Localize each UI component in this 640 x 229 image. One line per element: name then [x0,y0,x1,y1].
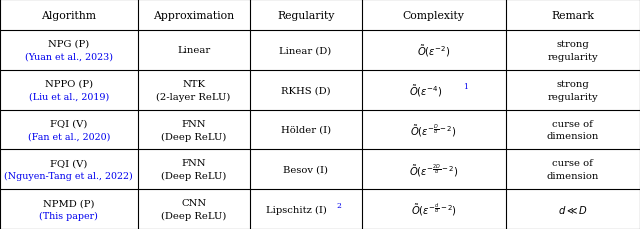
Text: FQI (V): FQI (V) [50,119,88,128]
Text: Regularity: Regularity [277,11,334,20]
Text: (Nguyen-Tang et al., 2022): (Nguyen-Tang et al., 2022) [4,172,133,180]
Text: NPG (P): NPG (P) [48,40,90,49]
Text: FNN: FNN [181,119,206,128]
Text: Approximation: Approximation [153,11,234,20]
Text: $d \ll D$: $d \ll D$ [558,203,588,215]
Text: (Deep ReLU): (Deep ReLU) [161,172,227,180]
Text: curse of: curse of [552,119,593,128]
Text: 1: 1 [463,82,468,90]
Text: $\tilde{O}(\epsilon^{-\frac{2D}{\alpha}-2})$: $\tilde{O}(\epsilon^{-\frac{2D}{\alpha}-… [409,161,458,178]
Text: (2-layer ReLU): (2-layer ReLU) [156,92,231,101]
Text: FNN: FNN [181,159,206,168]
Text: (Liu et al., 2019): (Liu et al., 2019) [29,92,109,101]
Text: FQI (V): FQI (V) [50,159,88,168]
Text: Algorithm: Algorithm [42,11,96,20]
Text: Remark: Remark [551,11,595,20]
Text: Complexity: Complexity [403,11,465,20]
Text: (This paper): (This paper) [40,211,98,220]
Text: 2: 2 [337,201,341,209]
Text: (Yuan et al., 2023): (Yuan et al., 2023) [25,53,113,62]
Text: $\tilde{O}(\epsilon^{-\frac{d}{\alpha}-2})$: $\tilde{O}(\epsilon^{-\frac{d}{\alpha}-2… [411,201,456,218]
Text: strong: strong [556,40,589,49]
Text: dimension: dimension [547,132,599,141]
Text: $\tilde{O}(\epsilon^{-\frac{D}{\alpha}-2})$: $\tilde{O}(\epsilon^{-\frac{D}{\alpha}-2… [410,122,457,138]
Text: Besov (I): Besov (I) [283,165,328,174]
Text: regularity: regularity [547,53,598,62]
Text: dimension: dimension [547,172,599,180]
Text: curse of: curse of [552,159,593,168]
Text: (Deep ReLU): (Deep ReLU) [161,211,227,220]
Text: strong: strong [556,79,589,88]
Text: Hölder (I): Hölder (I) [280,125,331,134]
Text: NPMD (P): NPMD (P) [43,198,95,207]
Text: NPPO (P): NPPO (P) [45,79,93,88]
Text: Lipschitz (I): Lipschitz (I) [266,205,326,214]
Text: regularity: regularity [547,92,598,101]
Text: CNN: CNN [181,198,206,207]
Text: $\tilde{O}(\epsilon^{-4})$: $\tilde{O}(\epsilon^{-4})$ [409,82,443,98]
Text: (Deep ReLU): (Deep ReLU) [161,132,227,141]
Text: RKHS (D): RKHS (D) [281,86,330,95]
Text: Linear (D): Linear (D) [280,46,332,55]
Text: NTK: NTK [182,79,205,88]
Text: Linear: Linear [177,46,210,55]
Text: (Fan et al., 2020): (Fan et al., 2020) [28,132,110,141]
Text: $\tilde{O}(\epsilon^{-2})$: $\tilde{O}(\epsilon^{-2})$ [417,43,451,59]
